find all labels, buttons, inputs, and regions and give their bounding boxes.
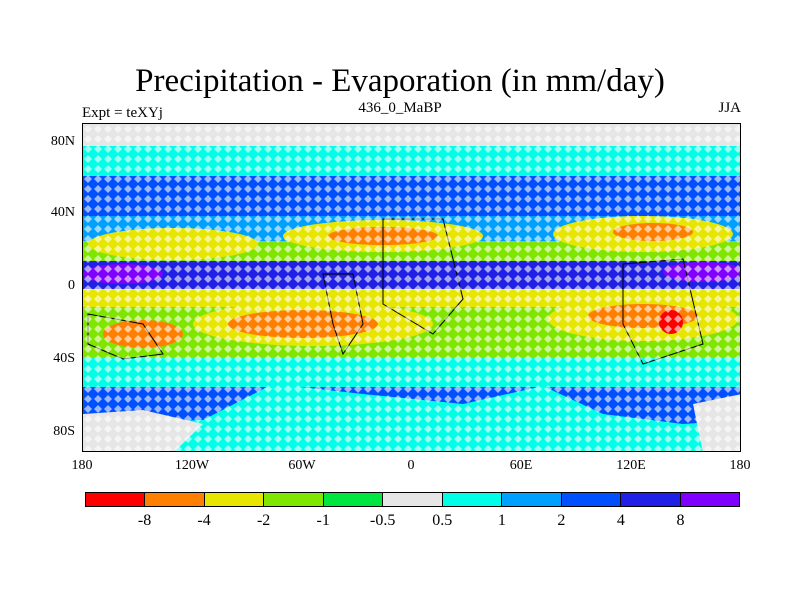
colorbar-box [442,493,503,506]
stipple-overlay [83,124,740,451]
colorbar-label: -0.5 [370,512,396,529]
period-label: 436_0_MaBP [358,100,442,116]
colorbar-box [86,493,146,506]
experiment-label: Expt = teXYj [82,105,163,121]
colorbar-label: -1 [316,512,330,529]
colorbar-label: -4 [197,512,211,529]
y-tick-0: 0 [68,278,75,293]
colorbar-label: -8 [137,512,152,529]
colorbar-label: -2 [256,512,271,529]
x-tick-0: 0 [407,458,415,473]
colorbar-box [680,493,739,506]
map-title: Precipitation - Evaporation (in mm/day) [135,63,665,99]
field-map [83,124,740,451]
colorbar-box [264,493,324,506]
colorbar-box [561,493,622,506]
x-tick-180-east: 180 [729,458,751,473]
colorbar-label: 8 [676,512,685,529]
colorbar-label: 4 [616,512,625,529]
x-tick-60w: 60W [288,458,316,473]
colorbar-box [621,493,681,506]
y-tick-40n: 40N [50,205,75,220]
season-label: JJA [718,100,741,116]
colorbar-box [145,493,205,506]
map-plot [82,123,741,452]
colorbar-box [502,493,562,506]
colorbar-label: 0.5 [432,512,453,529]
x-tick-120e: 120E [616,458,646,473]
colorbar-box [204,493,265,506]
y-tick-80s: 80S [53,424,75,439]
x-tick-60e: 60E [509,458,533,473]
colorbar-label: 1 [497,512,506,529]
y-tick-80n: 80N [50,134,75,149]
colorbar-box [323,493,384,506]
colorbar [85,492,740,507]
x-tick-120w: 120W [174,458,210,473]
x-tick-180-west: 180 [71,458,93,473]
y-tick-40s: 40S [53,351,75,366]
colorbar-label: 2 [557,512,566,529]
colorbar-box [383,493,443,506]
